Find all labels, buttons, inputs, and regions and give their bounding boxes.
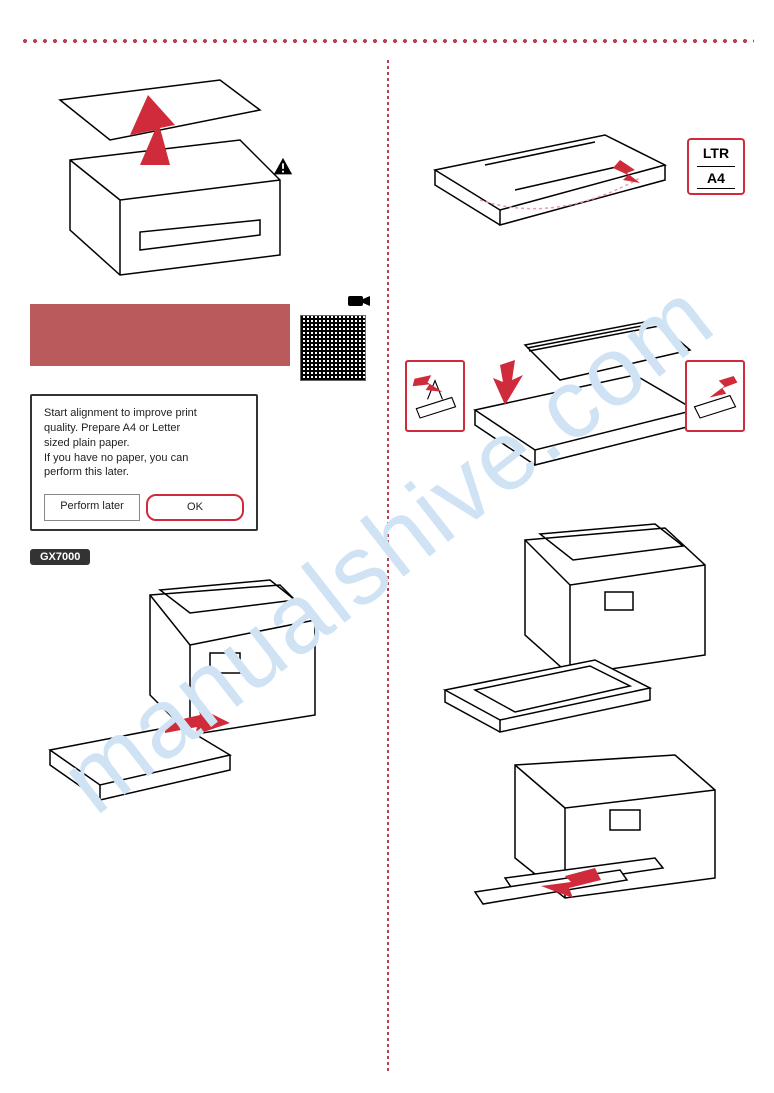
dialog-line: If you have no paper, you can bbox=[44, 451, 244, 466]
qr-code bbox=[300, 315, 366, 381]
screen-dialog: Start alignment to improve print quality… bbox=[30, 394, 258, 531]
right-column: LTR A4 bbox=[405, 70, 745, 930]
paper-size-callout: LTR A4 bbox=[687, 138, 745, 195]
camera-icon bbox=[300, 294, 370, 313]
ok-button[interactable]: OK bbox=[146, 494, 244, 521]
left-column: Start alignment to improve print quality… bbox=[30, 70, 370, 815]
dialog-line: quality. Prepare A4 or Letter bbox=[44, 421, 244, 436]
paper-size-a4: A4 bbox=[697, 167, 735, 190]
illustration-insert-cassette bbox=[405, 520, 745, 740]
dotted-top-rule bbox=[20, 38, 754, 44]
paper-size-ltr: LTR bbox=[697, 144, 735, 167]
center-divider bbox=[387, 60, 389, 1073]
illustration-printer-lid bbox=[30, 70, 290, 280]
dialog-line: Start alignment to improve print bbox=[44, 406, 244, 421]
dialog-line: sized plain paper. bbox=[44, 436, 244, 451]
perform-later-button[interactable]: Perform later bbox=[44, 494, 140, 521]
warning-icon bbox=[272, 156, 294, 178]
banner-row bbox=[30, 294, 370, 372]
illustration-cassette-guides: LTR A4 bbox=[405, 70, 745, 250]
illustration-printer-cassette bbox=[30, 575, 330, 815]
dialog-line: perform this later. bbox=[44, 465, 244, 480]
model-badge: GX7000 bbox=[30, 549, 90, 565]
detail-inset-right bbox=[685, 360, 745, 432]
qr-block bbox=[300, 294, 370, 381]
illustration-output-tray bbox=[405, 750, 745, 930]
detail-inset-left bbox=[405, 360, 465, 432]
illustration-load-paper bbox=[405, 290, 745, 490]
section-banner bbox=[30, 304, 290, 366]
